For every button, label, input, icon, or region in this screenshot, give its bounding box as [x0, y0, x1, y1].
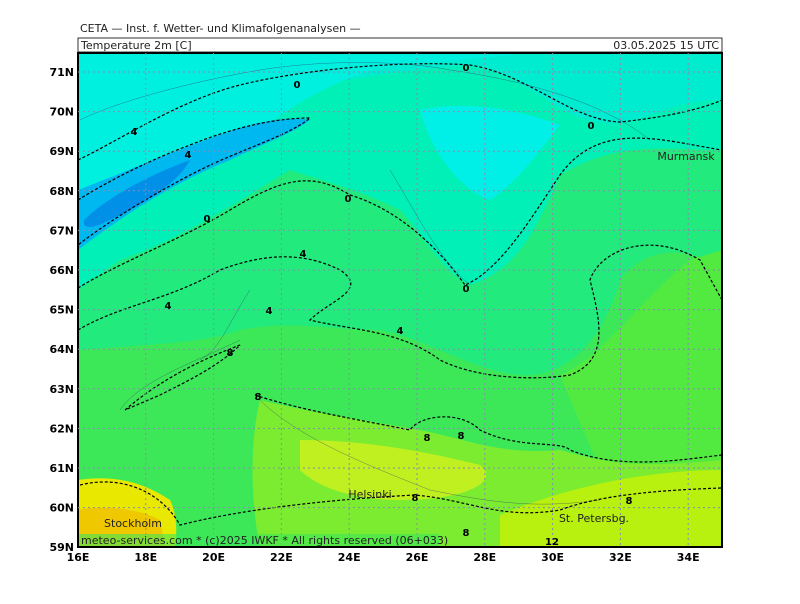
lon-label: 32E: [609, 551, 632, 564]
graticule: 71N70N69N68N67N66N65N64N63N62N61N60N59N1…: [49, 53, 722, 564]
city-label: St. Petersbg.: [559, 512, 629, 525]
lon-label: 26E: [406, 551, 429, 564]
contour-label: 0: [294, 80, 301, 91]
lon-label: 20E: [202, 551, 225, 564]
contour-label: 8: [412, 493, 419, 504]
institute-title: CETA — Inst. f. Wetter- und Klimafolgena…: [80, 22, 361, 35]
city-label: Murmansk: [657, 150, 715, 163]
lat-label: 60N: [49, 502, 74, 515]
contour-labels: 0 0 0 0 0 0 4 4 4 4 4 4 8 8 8 8 8 8 8 12: [131, 63, 633, 548]
contour-label: 12: [545, 537, 559, 548]
lat-label: 59N: [49, 541, 74, 554]
lat-label: 70N: [49, 106, 74, 119]
contour-label: 8: [458, 431, 465, 442]
footer-credit: meteo-services.com * (c)2025 IWKF * All …: [81, 534, 448, 547]
lat-label: 67N: [49, 224, 74, 237]
contour-label: 0: [463, 63, 470, 74]
lat-label: 71N: [49, 66, 74, 79]
lat-label: 61N: [49, 462, 74, 475]
lat-label: 69N: [49, 145, 74, 158]
lon-label: 30E: [541, 551, 564, 564]
lon-label: 22E: [270, 551, 293, 564]
field-title: Temperature 2m [C]: [80, 39, 192, 52]
contour-label: 4: [165, 301, 172, 312]
contour-label: 4: [185, 150, 192, 161]
city-label: Helsinki: [348, 488, 391, 501]
map-area: [78, 53, 722, 547]
footer-bg: [79, 534, 439, 546]
valid-time: 03.05.2025 15 UTC: [613, 39, 719, 52]
contour-label: 8: [424, 433, 431, 444]
contour-label: 0: [204, 214, 211, 225]
lat-label: 62N: [49, 422, 74, 435]
lon-label: 28E: [473, 551, 496, 564]
contour-label: 8: [227, 348, 234, 359]
contour-label: 4: [131, 127, 138, 138]
lon-label: 24E: [338, 551, 361, 564]
contour-label: 4: [300, 249, 307, 260]
lon-label: 16E: [67, 551, 90, 564]
city-label: Stockholm: [104, 517, 162, 530]
lat-label: 66N: [49, 264, 74, 277]
lat-label: 64N: [49, 343, 74, 356]
contour-label: 8: [255, 392, 262, 403]
contour-label: 8: [626, 496, 633, 507]
lat-label: 68N: [49, 185, 74, 198]
contour-label: 8: [463, 528, 470, 539]
lon-label: 18E: [134, 551, 157, 564]
lat-label: 65N: [49, 304, 74, 317]
contour-label: 4: [397, 326, 404, 337]
contour-label: 4: [266, 306, 273, 317]
lon-label: 34E: [677, 551, 700, 564]
contour-label: 0: [588, 121, 595, 132]
map-frame: [77, 52, 723, 548]
contour-label: 0: [345, 194, 352, 205]
lat-label: 63N: [49, 383, 74, 396]
contour-label: 0: [463, 284, 470, 295]
